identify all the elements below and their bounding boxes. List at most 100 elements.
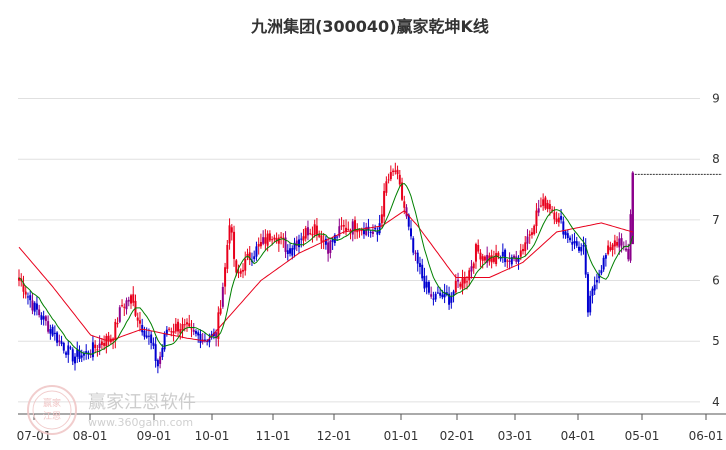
candle-body [208, 338, 211, 343]
candle-body [461, 278, 464, 289]
candle-body [313, 224, 316, 235]
candle-body [340, 225, 343, 227]
candle-body [291, 248, 294, 256]
candle-body [40, 315, 43, 320]
candle-body [253, 256, 256, 260]
candle-body [501, 251, 504, 257]
candle-body [18, 277, 20, 281]
candle-body [573, 241, 576, 244]
x-tick-label: 10-01 [195, 429, 230, 443]
x-tick-label: 01-01 [384, 429, 419, 443]
candle-body [351, 221, 354, 235]
axes: 4 5 6 7 8 9 07-01 08-01 09-01 10-01 11-01 12-01 01-0… [17, 92, 726, 443]
candle-body [226, 244, 229, 269]
candle-body [589, 295, 592, 313]
x-tick-label: 12-01 [317, 429, 352, 443]
candle-body [152, 342, 155, 346]
candle-body [161, 348, 164, 358]
candle-body [506, 260, 509, 262]
candle-body [486, 254, 489, 263]
candle-body [56, 332, 59, 343]
candle-body [416, 252, 419, 264]
candle-body [71, 349, 74, 362]
moving-averages [18, 182, 634, 355]
candle-body [423, 275, 426, 289]
candle-body [504, 249, 507, 263]
candle-body [105, 336, 108, 347]
candle-body [613, 240, 616, 247]
candle-body [74, 356, 76, 364]
y-tick-label: 8 [712, 152, 720, 166]
candle-body [177, 321, 180, 332]
candle-body [24, 291, 27, 295]
candle-body [611, 244, 614, 251]
candle-body [114, 321, 117, 341]
candle-body [508, 260, 511, 262]
candle-body [255, 246, 258, 257]
candle-body [318, 234, 321, 237]
candle-body [22, 283, 25, 292]
x-tick-label: 08-01 [73, 429, 108, 443]
candle-body [602, 257, 605, 270]
candle-body [571, 241, 574, 245]
candle-body [127, 299, 130, 302]
candle-body [620, 238, 623, 246]
y-tick-label: 9 [712, 92, 720, 106]
candle-body [546, 202, 549, 210]
candle-body [233, 231, 236, 259]
candle-body [578, 246, 580, 251]
candle-body [492, 257, 495, 262]
candle-body [625, 248, 628, 251]
candle-body [481, 256, 484, 261]
candle-body [309, 233, 312, 235]
candle-body [62, 343, 65, 351]
candle-body [217, 312, 220, 339]
candle-body [369, 231, 372, 233]
candle-body [150, 334, 153, 344]
candle-body [271, 239, 274, 241]
x-tick-label: 09-01 [137, 429, 172, 443]
candle-body [192, 329, 195, 332]
candle-body [378, 223, 381, 234]
candle-body [533, 225, 536, 235]
candle-body [33, 302, 36, 312]
candle-body [322, 240, 325, 242]
candle-body [396, 169, 399, 175]
candle-body [280, 236, 283, 238]
candle-body [598, 273, 601, 279]
candle-body [91, 342, 94, 358]
candle-body [387, 179, 390, 181]
candle-body [94, 344, 97, 348]
candle-body [490, 255, 493, 263]
candle-body [125, 300, 128, 310]
candle-body [320, 235, 323, 242]
candle-body [383, 191, 386, 217]
candle-body [235, 260, 238, 273]
candle-body [530, 232, 533, 235]
candle-body [239, 270, 242, 274]
candle-body [302, 236, 305, 241]
seal-text-top: 赢家 [43, 397, 61, 409]
candles [18, 162, 722, 374]
candle-body [524, 242, 527, 252]
candle-body [519, 250, 522, 257]
candle-body [499, 258, 502, 260]
candle-body [629, 214, 632, 261]
y-tick-label: 5 [712, 334, 720, 348]
candle-body [566, 233, 569, 238]
y-tick-label: 7 [712, 213, 720, 227]
candle-body [38, 309, 41, 316]
candle-body [163, 333, 166, 350]
candle-body [298, 239, 300, 248]
candle-body [273, 237, 276, 240]
candle-body [618, 238, 621, 248]
candle-body [42, 316, 45, 320]
candle-body [593, 284, 596, 291]
candle-body [172, 331, 175, 334]
candle-body [347, 228, 350, 230]
candle-body [548, 204, 551, 210]
candle-body [497, 252, 500, 257]
candle-body [528, 234, 531, 236]
candle-body [463, 277, 466, 284]
